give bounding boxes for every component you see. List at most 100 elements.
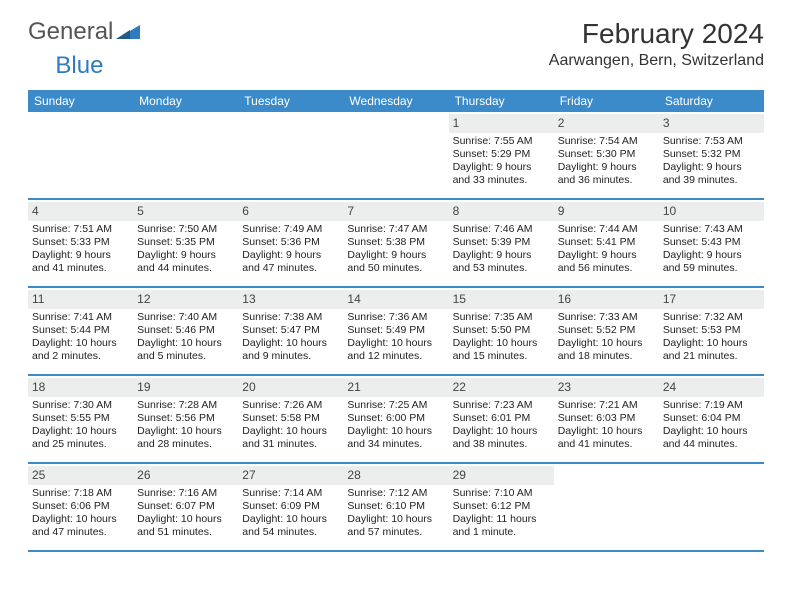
daylight-text: Daylight: 10 hours bbox=[347, 337, 444, 350]
dow-tuesday: Tuesday bbox=[238, 90, 343, 112]
sunrise-text: Sunrise: 7:53 AM bbox=[663, 135, 760, 148]
day-number: 29 bbox=[449, 466, 554, 485]
sunrise-text: Sunrise: 7:51 AM bbox=[32, 223, 129, 236]
sunset-text: Sunset: 6:01 PM bbox=[453, 412, 550, 425]
day-cell: 28 Sunrise: 7:12 AMSunset: 6:10 PMDayligh… bbox=[343, 464, 448, 550]
sunrise-text: Sunrise: 7:41 AM bbox=[32, 311, 129, 324]
day-cell: 21Sunrise: 7:25 AMSunset: 6:00 PMDayligh… bbox=[343, 376, 448, 462]
daylight-text: Daylight: 10 hours bbox=[453, 337, 550, 350]
sunrise-text: Sunrise: 7:33 AM bbox=[558, 311, 655, 324]
dow-wednesday: Wednesday bbox=[343, 90, 448, 112]
daylight-text: and 33 minutes. bbox=[453, 174, 550, 187]
sunset-text: Sunset: 6:03 PM bbox=[558, 412, 655, 425]
dow-monday: Monday bbox=[133, 90, 238, 112]
sunset-text: Sunset: 5:46 PM bbox=[137, 324, 234, 337]
sunset-text: Sunset: 6:10 PM bbox=[347, 500, 444, 513]
daylight-text: Daylight: 9 hours bbox=[663, 161, 760, 174]
daylight-text: and 1 minute. bbox=[453, 526, 550, 539]
day-number: 28 bbox=[343, 466, 448, 485]
sunset-text: Sunset: 5:44 PM bbox=[32, 324, 129, 337]
day-number: 7 bbox=[343, 202, 448, 221]
calendar: Sunday Monday Tuesday Wednesday Thursday… bbox=[28, 90, 764, 552]
daylight-text: and 39 minutes. bbox=[663, 174, 760, 187]
day-cell: 12Sunrise: 7:40 AMSunset: 5:46 PMDayligh… bbox=[133, 288, 238, 374]
daylight-text: Daylight: 10 hours bbox=[347, 513, 444, 526]
daylight-text: and 28 minutes. bbox=[137, 438, 234, 451]
sunrise-text: Sunrise: 7:12 AM bbox=[347, 487, 444, 500]
daylight-text: and 25 minutes. bbox=[32, 438, 129, 451]
day-number: 8 bbox=[449, 202, 554, 221]
sunset-text: Sunset: 5:36 PM bbox=[242, 236, 339, 249]
daylight-text: and 57 minutes. bbox=[347, 526, 444, 539]
sunrise-text: Sunrise: 7:25 AM bbox=[347, 399, 444, 412]
day-number: 16 bbox=[554, 290, 659, 309]
daylight-text: and 41 minutes. bbox=[32, 262, 129, 275]
day-cell: 1Sunrise: 7:55 AMSunset: 5:29 PMDaylight… bbox=[449, 112, 554, 198]
daylight-text: and 53 minutes. bbox=[453, 262, 550, 275]
day-number: 21 bbox=[343, 378, 448, 397]
sunrise-text: Sunrise: 7:30 AM bbox=[32, 399, 129, 412]
daylight-text: Daylight: 10 hours bbox=[558, 425, 655, 438]
daylight-text: and 34 minutes. bbox=[347, 438, 444, 451]
dow-sunday: Sunday bbox=[28, 90, 133, 112]
day-cell: 24Sunrise: 7:19 AMSunset: 6:04 PMDayligh… bbox=[659, 376, 764, 462]
sunset-text: Sunset: 6:04 PM bbox=[663, 412, 760, 425]
day-number: 9 bbox=[554, 202, 659, 221]
sunset-text: Sunset: 6:09 PM bbox=[242, 500, 339, 513]
day-number: 17 bbox=[659, 290, 764, 309]
sunset-text: Sunset: 5:56 PM bbox=[137, 412, 234, 425]
day-number: 10 bbox=[659, 202, 764, 221]
logo-text-blue: Blue bbox=[55, 52, 103, 80]
day-number bbox=[28, 114, 133, 132]
daylight-text: Daylight: 10 hours bbox=[558, 337, 655, 350]
day-cell: 8Sunrise: 7:46 AMSunset: 5:39 PMDaylight… bbox=[449, 200, 554, 286]
sunrise-text: Sunrise: 7:46 AM bbox=[453, 223, 550, 236]
sunrise-text: Sunrise: 7:32 AM bbox=[663, 311, 760, 324]
sunset-text: Sunset: 5:33 PM bbox=[32, 236, 129, 249]
day-cell: 10Sunrise: 7:43 AMSunset: 5:43 PMDayligh… bbox=[659, 200, 764, 286]
sunrise-text: Sunrise: 7:21 AM bbox=[558, 399, 655, 412]
daylight-text: and 12 minutes. bbox=[347, 350, 444, 363]
sunrise-text: Sunrise: 7:10 AM bbox=[453, 487, 550, 500]
dow-saturday: Saturday bbox=[659, 90, 764, 112]
daylight-text: Daylight: 10 hours bbox=[663, 425, 760, 438]
day-number: 20 bbox=[238, 378, 343, 397]
sunset-text: Sunset: 5:49 PM bbox=[347, 324, 444, 337]
daylight-text: and 44 minutes. bbox=[137, 262, 234, 275]
daylight-text: and 47 minutes. bbox=[242, 262, 339, 275]
daylight-text: and 41 minutes. bbox=[558, 438, 655, 451]
logo-triangle-icon bbox=[116, 23, 142, 41]
day-cell: 26Sunrise: 7:16 AMSunset: 6:07 PMDayligh… bbox=[133, 464, 238, 550]
sunrise-text: Sunrise: 7:50 AM bbox=[137, 223, 234, 236]
day-cell-empty bbox=[659, 464, 764, 550]
sunset-text: Sunset: 5:35 PM bbox=[137, 236, 234, 249]
daylight-text: and 51 minutes. bbox=[137, 526, 234, 539]
sunset-text: Sunset: 5:41 PM bbox=[558, 236, 655, 249]
sunset-text: Sunset: 5:58 PM bbox=[242, 412, 339, 425]
daylight-text: and 5 minutes. bbox=[137, 350, 234, 363]
day-number: 5 bbox=[133, 202, 238, 221]
sunset-text: Sunset: 5:47 PM bbox=[242, 324, 339, 337]
day-cell: 14Sunrise: 7:36 AMSunset: 5:49 PMDayligh… bbox=[343, 288, 448, 374]
day-number: 25 bbox=[28, 466, 133, 485]
day-cell: 5Sunrise: 7:50 AMSunset: 5:35 PMDaylight… bbox=[133, 200, 238, 286]
sunset-text: Sunset: 5:30 PM bbox=[558, 148, 655, 161]
day-number: 15 bbox=[449, 290, 554, 309]
dow-thursday: Thursday bbox=[449, 90, 554, 112]
daylight-text: and 15 minutes. bbox=[453, 350, 550, 363]
daylight-text: and 31 minutes. bbox=[242, 438, 339, 451]
sunset-text: Sunset: 6:06 PM bbox=[32, 500, 129, 513]
logo-text-general: General bbox=[28, 18, 113, 46]
daylight-text: Daylight: 9 hours bbox=[32, 249, 129, 262]
day-cell-empty bbox=[133, 112, 238, 198]
day-cell: 2Sunrise: 7:54 AMSunset: 5:30 PMDaylight… bbox=[554, 112, 659, 198]
sunset-text: Sunset: 5:52 PM bbox=[558, 324, 655, 337]
day-number: 14 bbox=[343, 290, 448, 309]
location: Aarwangen, Bern, Switzerland bbox=[549, 52, 764, 70]
day-number: 2 bbox=[554, 114, 659, 133]
day-number bbox=[133, 114, 238, 132]
daylight-text: and 21 minutes. bbox=[663, 350, 760, 363]
sunrise-text: Sunrise: 7:54 AM bbox=[558, 135, 655, 148]
week-row: 25Sunrise: 7:18 AMSunset: 6:06 PMDayligh… bbox=[28, 464, 764, 552]
daylight-text: and 47 minutes. bbox=[32, 526, 129, 539]
